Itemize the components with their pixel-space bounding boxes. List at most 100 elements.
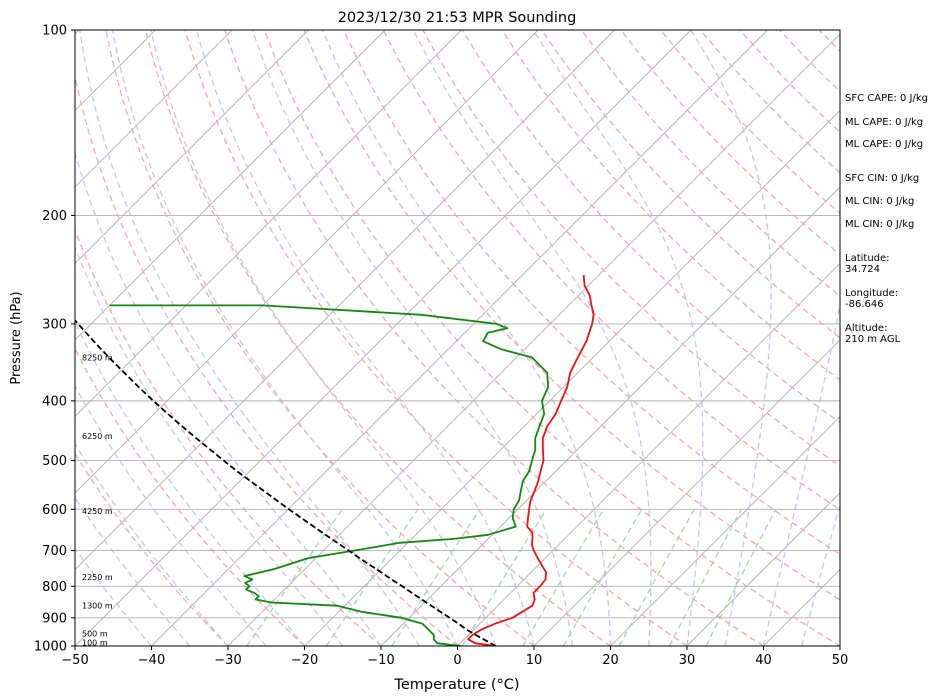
mixing-ratio-line bbox=[522, 508, 605, 646]
x-tick-label: 50 bbox=[832, 653, 849, 668]
mixing-ratio-line bbox=[461, 508, 547, 646]
isotherm-line bbox=[304, 109, 840, 646]
dry-adiabat-line bbox=[75, 452, 229, 646]
y-axis-ticks: 100 200 300 400 500 600 700 800 900 1000 bbox=[34, 24, 75, 655]
x-tick-label: 40 bbox=[755, 653, 772, 668]
series-layer bbox=[75, 275, 595, 646]
y-tick-label: 100 bbox=[42, 24, 67, 39]
x-tick-label: 10 bbox=[526, 653, 543, 668]
moist-adiabat-line bbox=[79, 30, 420, 646]
dry-adiabat-line bbox=[303, 30, 840, 601]
y-tick-label: 600 bbox=[42, 503, 67, 518]
dry-adiabat-line bbox=[75, 74, 458, 646]
mixing-ratio-line bbox=[705, 509, 777, 646]
y-tick-label: 300 bbox=[42, 317, 67, 332]
series-1-line bbox=[109, 304, 549, 646]
moist-adiabat-line bbox=[75, 245, 344, 646]
dry-adiabat-line bbox=[263, 30, 840, 646]
y-axis-label: Pressure (hPa) bbox=[9, 291, 24, 384]
dry-adiabat-line bbox=[75, 228, 382, 646]
height-label: 6250 m bbox=[82, 432, 113, 441]
x-tick-label: 20 bbox=[602, 653, 619, 668]
moist-adiabat-line bbox=[75, 384, 267, 646]
series-0-line bbox=[467, 275, 595, 646]
dry-adiabat-line bbox=[144, 30, 611, 646]
height-label: 1300 m bbox=[82, 602, 113, 611]
mixing-ratio-line bbox=[325, 508, 419, 646]
moist-adiabat-line bbox=[150, 30, 497, 646]
moist-adiabat-line bbox=[251, 30, 573, 646]
mixing-ratio-line bbox=[668, 509, 742, 646]
ml-cape-text: ML CAPE: 0 J/kg bbox=[845, 139, 924, 150]
y-tick-label: 1000 bbox=[34, 640, 67, 655]
ml-cape-text: ML CAPE: 0 J/kg bbox=[845, 117, 924, 128]
x-axis-ticks: −50 −40 −30 −20 −10 0 10 20 30 40 50 bbox=[61, 646, 848, 668]
isotherm-line bbox=[75, 30, 386, 341]
chart-title: 2023/12/30 21:53 MPR Sounding bbox=[338, 10, 577, 26]
plot-frame bbox=[74, 29, 841, 647]
y-tick-label: 400 bbox=[42, 394, 67, 409]
moist-adiabat-line bbox=[532, 30, 704, 646]
mixing-ratio-line bbox=[562, 508, 643, 646]
background-reference-lines bbox=[0, 30, 840, 646]
moist-adiabat-line bbox=[75, 150, 382, 646]
pressure-gridlines bbox=[75, 214, 840, 619]
height-label: 8250 m bbox=[82, 353, 113, 362]
height-label: 2250 m bbox=[82, 573, 113, 582]
y-tick-label: 500 bbox=[42, 454, 67, 469]
isotherm-line bbox=[686, 492, 840, 646]
mixing-ratio-line bbox=[618, 508, 695, 646]
dry-adiabat-line bbox=[580, 30, 840, 297]
isotherm-line bbox=[380, 186, 840, 646]
isotherm-line bbox=[763, 568, 840, 646]
moist-adiabat-line bbox=[322, 30, 612, 646]
moist-adiabat-line bbox=[801, 502, 840, 646]
x-tick-label: −30 bbox=[214, 653, 241, 668]
x-tick-label: −10 bbox=[367, 653, 394, 668]
x-tick-label: −20 bbox=[291, 653, 318, 668]
sfc-cin-text: SFC CIN: 0 J/kg bbox=[845, 173, 920, 184]
series-2-line bbox=[75, 318, 497, 646]
dry-adiabat-line bbox=[343, 30, 840, 556]
x-tick-label: 30 bbox=[679, 653, 696, 668]
dry-adiabat-line bbox=[105, 30, 535, 646]
moist-adiabat-line bbox=[762, 301, 840, 646]
isotherm-line bbox=[75, 30, 462, 418]
moist-adiabat-line bbox=[111, 30, 459, 646]
x-axis-label: Temperature (°C) bbox=[393, 677, 519, 693]
altitude-text: Altitude: 210 m AGL bbox=[845, 323, 901, 345]
x-tick-label: −50 bbox=[61, 653, 88, 668]
moist-adiabat-line bbox=[195, 30, 535, 646]
sfc-cape-text: SFC CAPE: 0 J/kg bbox=[845, 93, 928, 104]
isotherm-line bbox=[75, 30, 539, 494]
dry-adiabat-line bbox=[224, 30, 764, 646]
y-tick-label: 700 bbox=[42, 544, 67, 559]
y-tick-label: 800 bbox=[42, 580, 67, 595]
isotherm-line bbox=[610, 415, 840, 646]
isotherm-line bbox=[0, 30, 3, 646]
height-label: 500 m bbox=[82, 630, 108, 639]
isotherm-line bbox=[533, 339, 840, 646]
isotherm-line bbox=[75, 30, 615, 571]
mixing-ratio-line bbox=[246, 508, 343, 646]
moist-adiabat-line bbox=[75, 496, 191, 646]
dry-adiabat-line bbox=[422, 30, 840, 467]
dry-adiabat-line bbox=[184, 30, 688, 646]
x-tick-label: −40 bbox=[138, 653, 165, 668]
height-label: 100 m bbox=[82, 638, 108, 647]
latitude-text: Latitude: 34.724 bbox=[845, 253, 890, 275]
dry-adiabat-line bbox=[75, 347, 305, 646]
isotherm-line bbox=[151, 30, 768, 646]
isotherm-line bbox=[75, 30, 692, 646]
y-tick-label: 200 bbox=[42, 209, 67, 224]
x-tick-label: 0 bbox=[453, 653, 461, 668]
moist-adiabat-line bbox=[75, 442, 229, 646]
y-tick-label: 900 bbox=[42, 611, 67, 626]
isotherm-line bbox=[457, 262, 840, 646]
moist-adiabat-line bbox=[412, 30, 652, 646]
sounding-parameters-panel: SFC CAPE: 0 J/kg ML CAPE: 0 J/kg ML CAPE… bbox=[845, 0, 947, 700]
moist-adiabat-line bbox=[690, 30, 772, 646]
height-label: 4250 m bbox=[82, 507, 113, 516]
